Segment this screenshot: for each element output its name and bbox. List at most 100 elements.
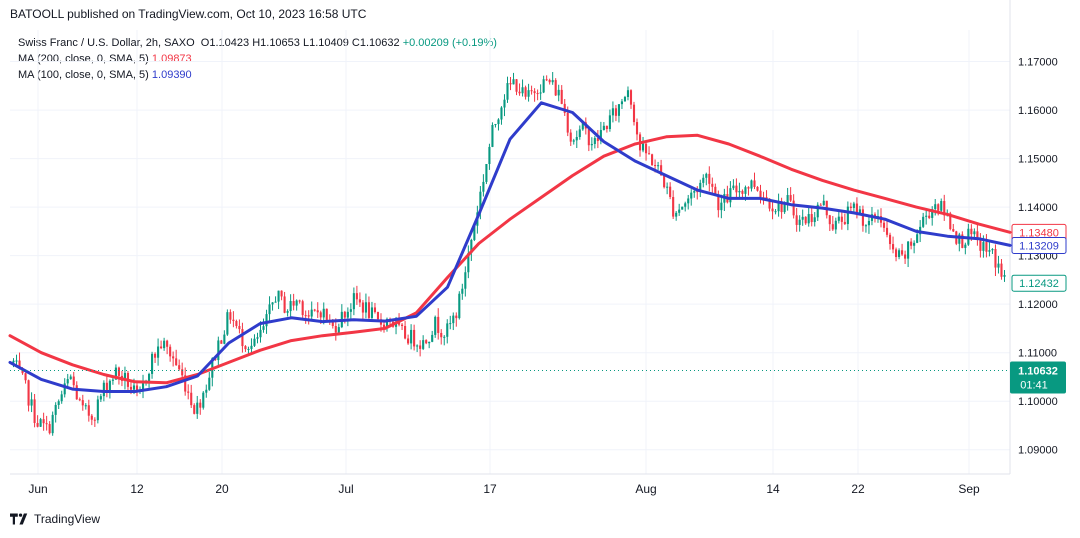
candle-body [940,201,943,211]
candle [419,340,422,357]
candle-body [825,200,828,216]
candle-body [370,307,374,318]
candle [147,372,151,388]
candle-body [979,238,982,251]
candle [581,121,584,131]
candle [711,177,714,195]
candle-body [172,356,175,359]
candle-body [804,216,807,224]
candle [446,319,449,344]
footer-brand[interactable]: TradingView [10,512,100,526]
candle [319,310,322,324]
legend-ma100-row[interactable]: MA (100, close, 0, SMA, 5) 1.09390 [18,67,497,83]
candle-body [708,173,711,184]
candle-body [891,244,895,250]
candle [843,213,846,226]
candle-body [337,327,340,333]
candle [60,390,63,404]
candle [783,201,786,214]
candle-body [931,209,934,218]
candle [910,238,913,250]
candle [753,172,756,190]
legend-ma200-row[interactable]: MA (200, close, 0, SMA, 5) 1.09873 [18,51,497,67]
y-tick-label: 1.11000 [1018,348,1057,360]
candle-body [560,89,563,104]
candle-body [895,249,898,258]
candle-body [349,309,352,312]
candle [75,381,78,400]
candle-body [15,360,18,362]
candle-body [512,79,515,85]
candle-body [768,198,771,209]
candle-body [629,90,633,105]
candle-body [488,146,491,164]
candle [193,403,196,415]
candle-body [69,376,72,380]
candle-body [84,405,87,407]
candle [855,197,858,219]
candle [946,209,949,217]
candle [885,219,889,238]
candle [376,311,380,320]
candle [343,310,346,324]
candle [654,159,657,173]
candle [66,373,69,387]
candle [937,203,940,216]
candle-body [819,204,822,206]
candle-body [614,108,617,116]
candle-body [51,414,54,434]
candle [54,402,57,423]
candle [702,174,705,188]
candle [648,146,651,155]
price-axis: 1.09000 1.10000 1.11000 1.12000 1.13000 1.140… [1010,57,1067,457]
candle-body [283,296,286,313]
candle [208,371,211,391]
candle [891,236,895,254]
candle-body [72,376,75,386]
candle [337,323,340,336]
candle-body [925,215,928,217]
candle [72,371,75,390]
candle-body [551,80,554,83]
candle [557,84,560,102]
candle [394,316,398,335]
candle-body [958,234,961,244]
candle [391,320,395,328]
candle [786,187,789,211]
candle-body [506,83,509,100]
candle-body [328,320,331,322]
candle [949,211,952,231]
candle-body [42,419,45,424]
candle-body [786,195,789,204]
candle [244,345,247,352]
candle-body [449,323,452,325]
candle-body [813,217,816,223]
candle [605,125,608,133]
candle [367,296,370,321]
candle [750,179,753,192]
candle-body [515,79,518,92]
candle-body [12,360,15,363]
candle [596,130,599,149]
candle [166,339,169,355]
candle-body [292,301,295,306]
candle [551,72,554,85]
candle-body [789,195,792,201]
x-tick-label: Sep [958,482,980,496]
candle [36,415,39,428]
badge-value: 1.12432 [1019,278,1059,290]
candle [509,77,512,91]
candle-body [765,197,768,199]
candle-body [440,332,443,338]
candle-body [943,201,946,216]
candle [518,83,521,96]
candle-body [325,308,328,321]
candle [410,324,413,350]
candle-body [651,154,654,166]
candle [202,391,205,410]
candle-body [937,204,940,211]
candle-body [888,234,892,245]
candle [979,233,982,258]
candle-body [220,340,223,344]
candle-body [699,182,702,192]
